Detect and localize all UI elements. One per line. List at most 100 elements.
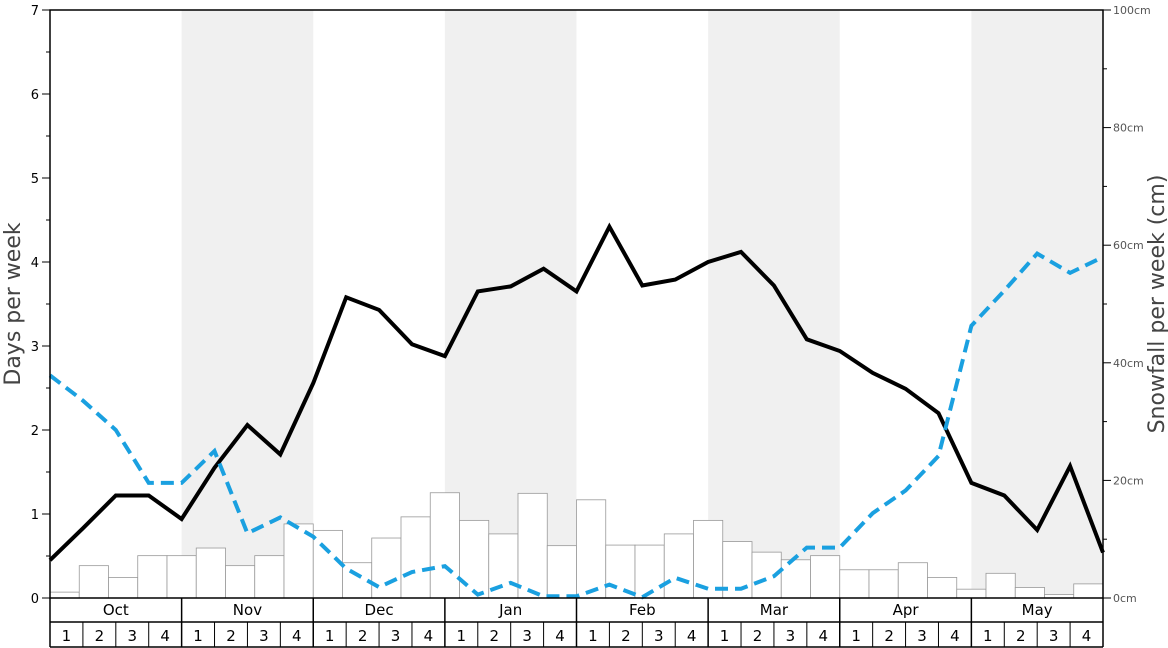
x-axis-months-weeks: Oct 1 2 3 4 Nov 1 2 3 4 Dec 1 2 3 4 Jan 1 2 3 4 Feb 1 2 3 4 Mar 1 2… — [49, 598, 1104, 648]
snowfall-bar — [400, 516, 431, 599]
snowfall-bar — [225, 565, 256, 599]
week-label: 3 — [917, 627, 927, 645]
week-label: 1 — [325, 627, 335, 645]
week-label: 1 — [720, 627, 730, 645]
month-label-may: May — [1022, 601, 1053, 619]
month-label-feb: Feb — [629, 601, 656, 619]
left-tick-label: 2 — [31, 424, 39, 439]
week-label: 4 — [819, 627, 829, 645]
snowfall-bar — [634, 544, 665, 599]
snowfall-bar — [605, 544, 636, 599]
left-tick-label: 0 — [31, 592, 39, 607]
snowfall-bar — [108, 577, 139, 599]
week-label: 2 — [489, 627, 499, 645]
month-label-dec: Dec — [365, 601, 394, 619]
week-label: 2 — [226, 627, 236, 645]
snowfall-bar — [342, 562, 373, 599]
right-tick-label: 60cm — [1113, 239, 1144, 252]
snowfall-bar — [810, 555, 841, 599]
left-tick-label: 5 — [31, 172, 39, 187]
snowfall-bar — [49, 591, 80, 599]
y-axis-title-left: Days per week — [1, 222, 26, 385]
week-label: 2 — [358, 627, 368, 645]
month-band-may — [971, 10, 1103, 598]
month-label-nov: Nov — [233, 601, 262, 619]
left-tick-label: 3 — [31, 340, 39, 355]
week-label: 4 — [687, 627, 697, 645]
week-label: 4 — [555, 627, 565, 645]
week-label: 1 — [983, 627, 993, 645]
snowfall-bars — [49, 492, 1104, 599]
snowfall-bar — [780, 559, 811, 599]
week-label: 4 — [950, 627, 960, 645]
snowfall-bar — [546, 545, 577, 599]
week-label: 2 — [95, 627, 105, 645]
week-label: 1 — [588, 627, 598, 645]
snowfall-bar — [137, 555, 168, 599]
right-tick-label: 20cm — [1113, 474, 1144, 487]
right-tick-label: 0cm — [1113, 592, 1137, 605]
week-label: 4 — [424, 627, 434, 645]
right-tick-label: 100cm — [1113, 4, 1151, 17]
dashed-series-line — [48, 251, 1104, 600]
left-tick-label: 6 — [31, 88, 39, 103]
solid-series-line — [48, 222, 1105, 562]
snowfall-bar — [868, 569, 899, 599]
week-label: 3 — [391, 627, 401, 645]
week-label: 3 — [786, 627, 796, 645]
month-label-jan: Jan — [498, 601, 522, 619]
month-label-mar: Mar — [760, 601, 789, 619]
snowfall-bar — [1073, 583, 1104, 599]
snowfall-bar — [195, 547, 226, 599]
snowfall-bar — [985, 572, 1016, 599]
snowfall-bar — [283, 523, 314, 599]
week-label: 3 — [259, 627, 269, 645]
snowfall-bar — [1014, 587, 1045, 599]
snowfall-bar — [254, 555, 285, 599]
right-tick-label: 80cm — [1113, 122, 1144, 135]
snowfall-bar — [956, 588, 987, 599]
snowfall-bar — [517, 492, 548, 599]
week-label: 2 — [753, 627, 763, 645]
week-label: 3 — [522, 627, 532, 645]
snowfall-bar — [429, 492, 460, 599]
snowfall-bar — [927, 577, 958, 599]
left-y-axis: 0 1 2 3 4 5 6 7 — [31, 4, 50, 607]
snowfall-bar — [663, 533, 694, 599]
right-y-axis: 0cm 20cm 40cm 60cm 80cm 100cm — [1103, 4, 1151, 605]
snowfall-bar — [78, 565, 109, 599]
left-tick-label: 7 — [31, 4, 39, 19]
week-label: 1 — [851, 627, 861, 645]
week-label: 2 — [884, 627, 894, 645]
left-tick-label: 1 — [31, 508, 39, 523]
week-label: 4 — [160, 627, 170, 645]
month-label-oct: Oct — [103, 601, 129, 619]
week-label: 4 — [1082, 627, 1092, 645]
y-axis-title-right: Snowfall per week (cm) — [1145, 175, 1168, 434]
month-band-mar — [708, 10, 840, 598]
week-label: 3 — [1049, 627, 1059, 645]
left-tick-label: 4 — [31, 256, 39, 271]
week-label: 3 — [127, 627, 137, 645]
week-label: 1 — [62, 627, 72, 645]
right-tick-label: 40cm — [1113, 357, 1144, 370]
snowfall-bar — [576, 499, 607, 599]
month-shading-bands — [181, 10, 1103, 598]
snowfall-bar — [166, 555, 197, 599]
month-band-nov — [181, 10, 314, 598]
snowfall-bar — [371, 537, 402, 599]
month-label-apr: Apr — [893, 601, 920, 619]
snowfall-bar — [839, 569, 870, 599]
snowfall-bar — [312, 529, 343, 599]
week-label: 4 — [292, 627, 302, 645]
month-band-jan — [444, 10, 577, 598]
week-label: 3 — [654, 627, 664, 645]
week-label: 2 — [621, 627, 631, 645]
week-label: 2 — [1016, 627, 1026, 645]
snowfall-bar — [897, 562, 928, 599]
series-lines — [48, 222, 1105, 600]
week-label: 1 — [193, 627, 203, 645]
week-label: 1 — [457, 627, 467, 645]
snowfall-bar — [459, 519, 490, 599]
